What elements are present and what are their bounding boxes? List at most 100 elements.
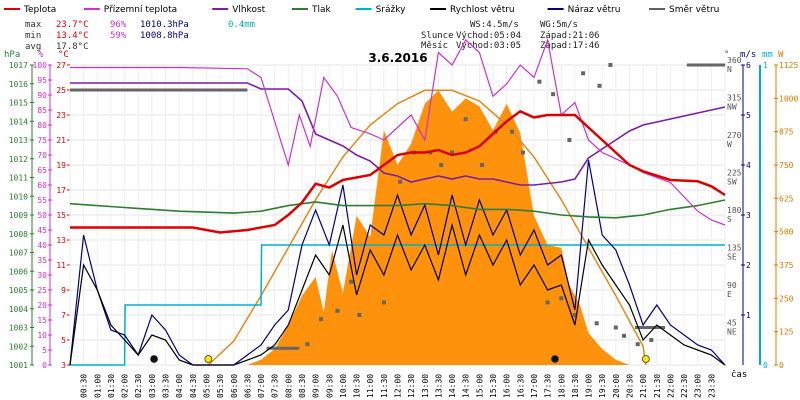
pressure-tick-label: 1010 <box>9 192 28 201</box>
temperature-tick-label: 9 <box>61 286 66 295</box>
temperature-line <box>70 109 726 234</box>
x-tick-label: 17:30 <box>544 374 553 398</box>
right-axes: 45NE90E135SE180S225SW270W315NW360N123456… <box>727 56 798 370</box>
axis-units: hPa % °C ° m/s mm W <box>4 50 784 60</box>
humidity-tick-label: 95 <box>37 76 47 85</box>
pressure-line <box>69 199 726 219</box>
x-tick-label: 14:30 <box>462 374 471 398</box>
sunset-text: Západ:21:06 <box>540 31 600 41</box>
stats-avg-label: avg <box>25 42 41 52</box>
x-tick-label: 02:00 <box>121 374 130 398</box>
stats-max-press: 1010.3hPa <box>140 20 189 30</box>
solar-tick-label: 0 <box>779 361 784 370</box>
stats-min-hum: 59% <box>110 31 127 41</box>
x-tick-label: 00:30 <box>80 374 89 398</box>
wind-speed-line <box>69 222 726 366</box>
legend-label: Přízemní teplota <box>104 5 177 15</box>
direction-tick-value: 315 <box>727 94 742 103</box>
x-tick-label: 08:30 <box>298 374 307 398</box>
humidity-tick-label: 5 <box>42 346 47 355</box>
pressure-tick-label: 1002 <box>9 342 28 351</box>
rain-line <box>70 244 725 366</box>
humidity-tick-label: 90 <box>37 91 47 100</box>
wind-tick-label: 4 <box>746 161 751 170</box>
humidity-tick-label: 45 <box>37 226 47 235</box>
humidity-tick-label: 100 <box>33 61 48 70</box>
temperature-tick-label: 7 <box>61 311 66 320</box>
wind-direction-point <box>319 317 324 322</box>
temperature-tick-label: 27 <box>56 61 66 70</box>
solar-tick-label: 625 <box>779 194 794 203</box>
stats-min-label: min <box>25 31 41 41</box>
x-tick-label: 21:30 <box>653 374 662 398</box>
wind-tick-label: 5 <box>746 111 751 120</box>
wind-direction-point <box>450 150 455 155</box>
direction-tick-value: 270 <box>727 131 742 140</box>
pressure-tick-label: 1008 <box>9 230 28 239</box>
x-tick-label: 08:00 <box>284 374 293 398</box>
stats-max-label: max <box>25 20 42 30</box>
humidity-tick-label: 30 <box>37 271 47 280</box>
solar-tick-label: 250 <box>779 294 794 303</box>
solar-tick-label: 125 <box>779 328 794 337</box>
stats-max-hum: 96% <box>110 20 127 30</box>
wind-direction-point <box>305 342 310 347</box>
sun-label: Slunce <box>421 31 454 41</box>
moonrise-text: Východ:03:05 <box>456 41 521 51</box>
rain-tick-label: 0 <box>763 361 768 370</box>
pressure-tick-label: 1003 <box>9 324 28 333</box>
humidity-tick-label: 60 <box>37 181 47 190</box>
temperature-tick-label: 17 <box>56 186 66 195</box>
temperature-tick-label: 15 <box>56 211 66 220</box>
pressure-tick-label: 1004 <box>9 305 28 314</box>
wind-direction-point <box>581 71 586 76</box>
humidity-tick-label: 35 <box>37 256 47 265</box>
x-axis: 00:30 01:00 01:30 02:00 02:30 03:00 03:30 04:00… <box>80 374 717 398</box>
wind-direction-point <box>381 300 386 305</box>
x-tick-label: 01:00 <box>93 374 102 398</box>
humidity-line <box>70 82 726 186</box>
humidity-unit: % <box>38 50 44 60</box>
x-tick-label: 02:30 <box>134 374 143 398</box>
x-tick-label: 10:30 <box>353 374 362 398</box>
stats-min-press: 1008.8hPa <box>140 31 189 41</box>
x-tick-label: 11:30 <box>380 374 389 398</box>
humidity-tick-label: 10 <box>37 331 47 340</box>
pressure-tick-label: 1009 <box>9 211 28 220</box>
x-tick-label: 04:30 <box>189 374 198 398</box>
solar-tick-label: 500 <box>779 228 794 237</box>
x-tick-label: 04:00 <box>175 374 184 398</box>
wind-direction-point <box>567 138 572 142</box>
direction-tick-value: 90 <box>727 281 737 290</box>
solar-tick-label: 1125 <box>779 61 798 70</box>
humidity-tick-label: 70 <box>37 151 47 160</box>
solar-tick-label: 375 <box>779 261 794 270</box>
direction-tick-label: N <box>727 65 732 74</box>
moon-marker <box>551 355 559 363</box>
x-tick-label: 13:00 <box>421 374 430 398</box>
solar-unit: W <box>778 50 784 60</box>
pressure-tick-label: 1011 <box>9 174 28 183</box>
sun-marker <box>204 355 213 363</box>
sun-marker <box>641 355 650 363</box>
wind-gust-line <box>69 159 726 366</box>
temperature-tick-label: 21 <box>56 136 66 145</box>
x-tick-label: 05:00 <box>202 374 211 398</box>
astro-block: WS:4.5m/s WG:5m/s Slunce Východ:05:04 Zá… <box>421 20 600 51</box>
x-tick-label: 17:00 <box>530 374 539 398</box>
pressure-tick-label: 1012 <box>9 155 28 164</box>
direction-tick-label: SW <box>727 178 737 187</box>
chart-legend: Teplota Přízemní teplota Vlhkost Tlak Srážky… <box>4 5 719 15</box>
stats-min-temp: 13.4°C <box>56 31 89 41</box>
humidity-tick-label: 55 <box>37 196 47 205</box>
pressure-tick-label: 1005 <box>9 286 28 295</box>
temperature-tick-label: 25 <box>56 86 66 95</box>
direction-tick-value: 180 <box>727 206 742 215</box>
ground-temperature-line <box>70 37 726 226</box>
pressure-tick-label: 1017 <box>9 61 28 70</box>
direction-tick-value: 135 <box>727 244 742 253</box>
pressure-tick-label: 1006 <box>9 267 28 276</box>
stats-block: max 23.7°C 96% 1010.3hPa 0.4mm min 13.4°… <box>25 20 255 52</box>
legend-label: Náraz větru <box>568 5 621 15</box>
x-tick-label: 06:00 <box>230 374 239 398</box>
